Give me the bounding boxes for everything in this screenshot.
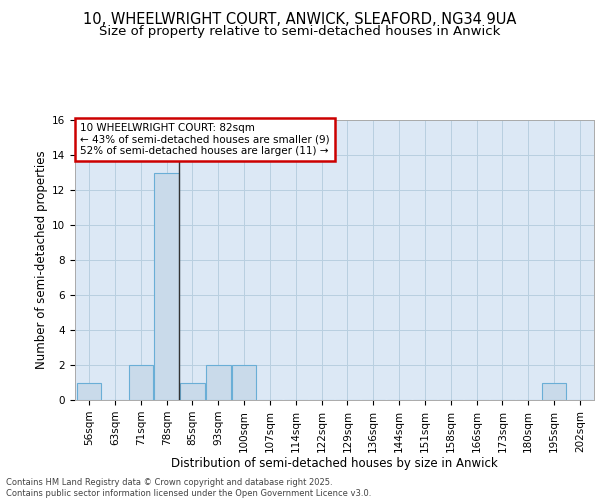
Bar: [77, 382, 101, 400]
Bar: [542, 382, 566, 400]
Text: Size of property relative to semi-detached houses in Anwick: Size of property relative to semi-detach…: [100, 25, 500, 38]
Text: 10 WHEELWRIGHT COURT: 82sqm
← 43% of semi-detached houses are smaller (9)
52% of: 10 WHEELWRIGHT COURT: 82sqm ← 43% of sem…: [80, 123, 330, 156]
Bar: [128, 365, 153, 400]
Text: Contains HM Land Registry data © Crown copyright and database right 2025.
Contai: Contains HM Land Registry data © Crown c…: [6, 478, 371, 498]
Bar: [154, 172, 179, 400]
Bar: [180, 382, 205, 400]
Bar: [232, 365, 256, 400]
Text: 10, WHEELWRIGHT COURT, ANWICK, SLEAFORD, NG34 9UA: 10, WHEELWRIGHT COURT, ANWICK, SLEAFORD,…: [83, 12, 517, 28]
Y-axis label: Number of semi-detached properties: Number of semi-detached properties: [35, 150, 48, 370]
Bar: [206, 365, 230, 400]
X-axis label: Distribution of semi-detached houses by size in Anwick: Distribution of semi-detached houses by …: [171, 458, 498, 470]
